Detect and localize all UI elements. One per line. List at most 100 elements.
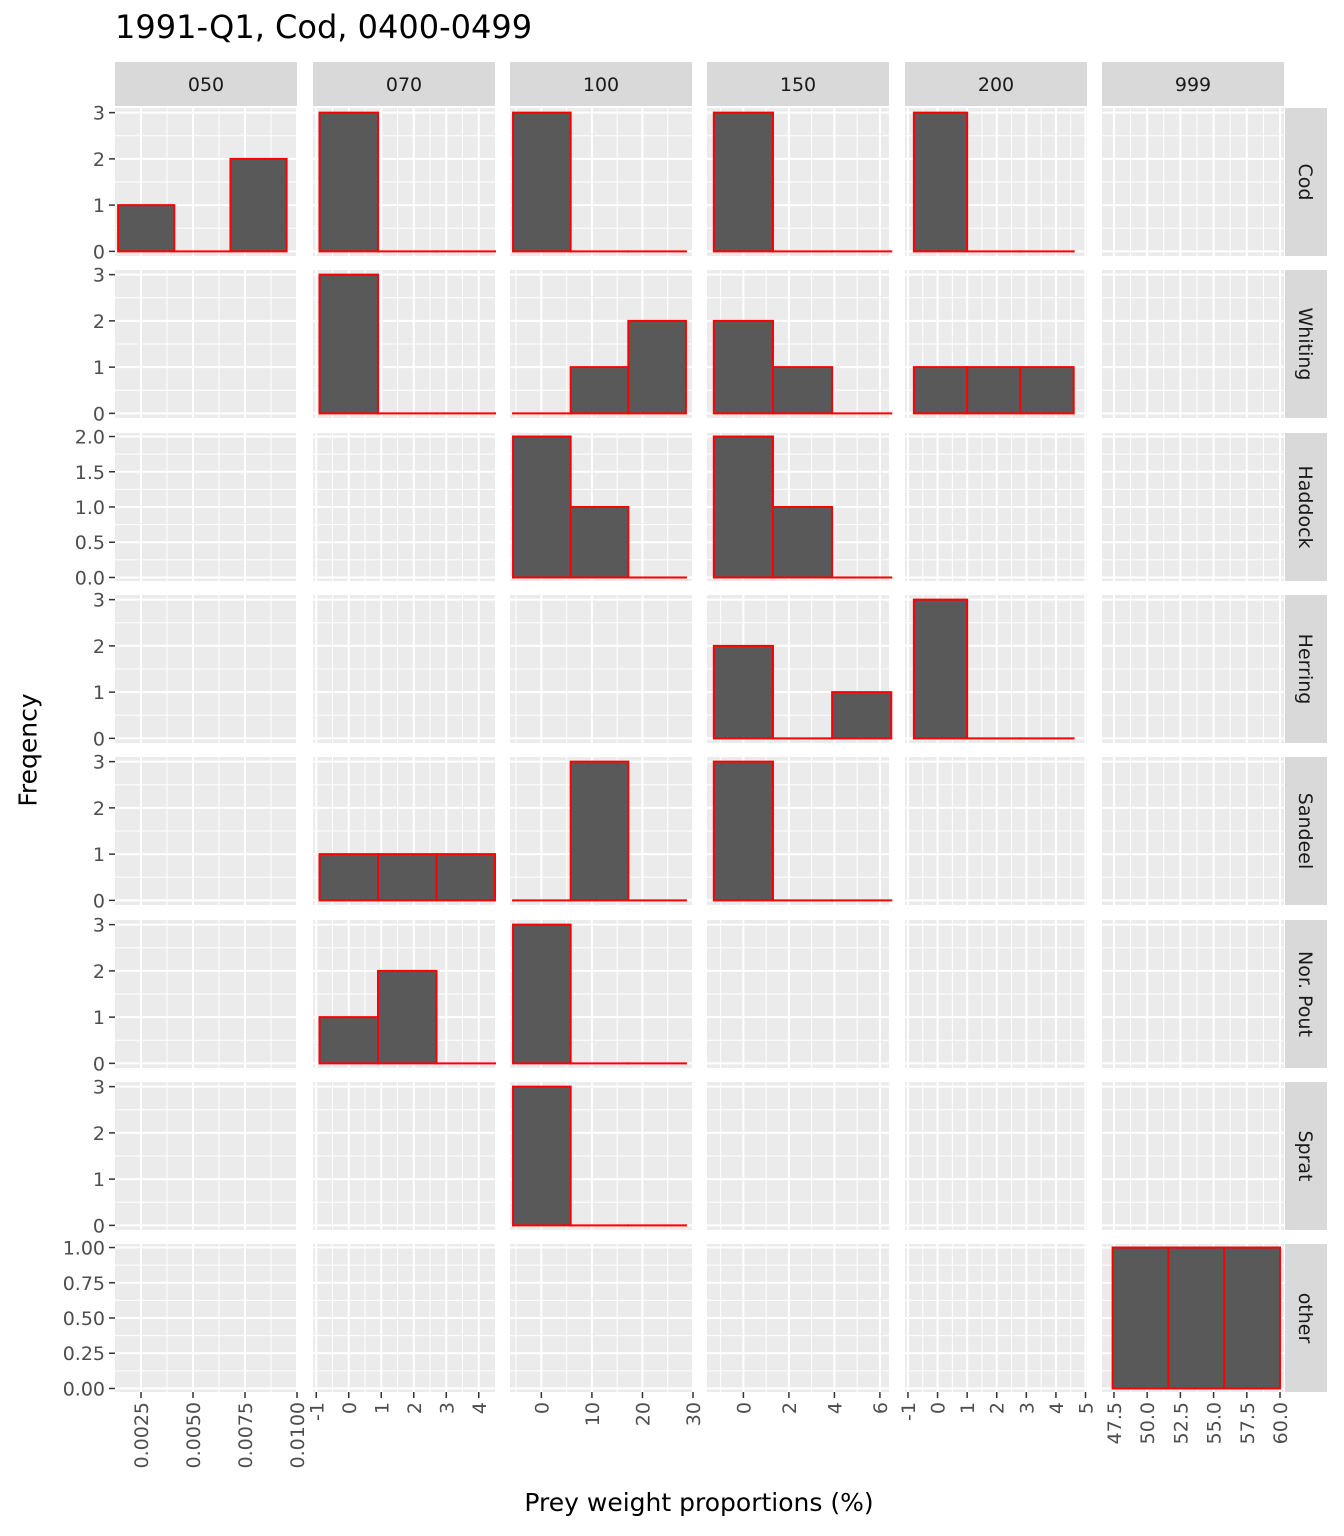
histogram-bar [435, 853, 496, 902]
row-strip [1285, 270, 1327, 418]
row-strip-label: Herring [1294, 634, 1316, 705]
histogram-bar [569, 760, 630, 902]
x-tick-label: 55.0 [1204, 1402, 1226, 1444]
row-strip-label: other [1294, 1293, 1316, 1344]
y-tick-label: 1 [93, 1169, 105, 1191]
y-tick-label: 0 [93, 241, 105, 263]
y-tick-label: 2 [93, 961, 105, 983]
x-tick-label: 4 [1046, 1402, 1068, 1414]
y-tick-label: 0.25 [63, 1343, 105, 1365]
x-tick-label: 10 [582, 1402, 604, 1426]
y-tick-label: 0.0 [75, 567, 105, 589]
y-tick-label: 2 [93, 311, 105, 333]
x-tick-label: 0.0100 [287, 1402, 309, 1468]
row-strip [1285, 920, 1327, 1068]
x-tick-label: 0 [928, 1402, 950, 1414]
y-tick-label: 3 [93, 1077, 105, 1099]
histogram-bar [117, 204, 176, 253]
histogram-bar [318, 111, 379, 253]
histogram-bar [318, 1016, 379, 1065]
x-tick-label: 6 [870, 1402, 892, 1414]
x-tick-label: 50.0 [1137, 1402, 1159, 1444]
x-tick-label: 4 [469, 1402, 491, 1414]
row-strip [1285, 1082, 1327, 1230]
x-tick-label: 1 [957, 1402, 979, 1414]
histogram-bar [912, 598, 969, 740]
histogram-bar [966, 366, 1022, 415]
histogram-bar [712, 319, 774, 415]
y-tick-label: 1.00 [63, 1238, 105, 1260]
x-tick-label: 57.5 [1237, 1402, 1259, 1444]
x-tick-label: 0.0025 [131, 1402, 153, 1468]
y-tick-label: 3 [93, 915, 105, 937]
x-tick-label: 0 [733, 1402, 755, 1414]
y-tick-label: 2 [93, 798, 105, 820]
row-strip-label: Sandeel [1294, 793, 1316, 869]
column-strip [115, 62, 297, 106]
histogram-bar [512, 923, 572, 1065]
x-tick-label: -1 [306, 1402, 328, 1421]
histogram-bar [712, 111, 774, 253]
x-tick-label: 0.0075 [235, 1402, 257, 1468]
x-tick-label: 1 [371, 1402, 393, 1414]
histogram-bar [377, 853, 438, 902]
x-tick-label: 47.5 [1104, 1402, 1126, 1444]
x-tick-label: 2 [404, 1402, 426, 1414]
x-tick-label: -1 [898, 1402, 920, 1421]
histogram-bar [771, 366, 834, 415]
x-tick-label: 2 [987, 1402, 1009, 1414]
histogram-bar [569, 366, 630, 415]
histogram-bar [627, 319, 687, 415]
x-axis-title: Prey weight proportions (%) [524, 1488, 874, 1517]
y-tick-label: 3 [93, 103, 105, 125]
y-tick-label: 3 [93, 265, 105, 287]
y-tick-label: 0.75 [63, 1273, 105, 1295]
histogram-bar [318, 853, 379, 902]
x-tick-label: 3 [436, 1402, 458, 1414]
y-tick-label: 1 [93, 682, 105, 704]
x-tick-label: 5 [1076, 1402, 1098, 1414]
y-tick-label: 2 [93, 1123, 105, 1145]
y-tick-label: 1.5 [75, 462, 105, 484]
x-tick-label: 4 [824, 1402, 846, 1414]
histogram-bar [229, 157, 288, 253]
y-tick-label: 1 [93, 195, 105, 217]
y-tick-label: 0.00 [63, 1378, 105, 1400]
column-strip-label: 050 [188, 74, 224, 96]
histogram-bar [712, 435, 774, 579]
histogram-bar [831, 691, 893, 740]
column-strip [905, 62, 1087, 106]
column-strip [313, 62, 495, 106]
y-tick-label: 1 [93, 1007, 105, 1029]
histogram-bar [712, 760, 774, 902]
x-tick-label: 0 [531, 1402, 553, 1414]
x-tick-label: 30 [683, 1402, 705, 1426]
histogram-bar [377, 969, 438, 1065]
row-strip-label: Haddock [1294, 465, 1316, 548]
x-tick-label: 3 [1016, 1402, 1038, 1414]
x-tick-label: 60.0 [1270, 1402, 1292, 1444]
histogram-bar [512, 435, 572, 579]
row-strip-label: Sprat [1294, 1130, 1316, 1181]
column-strip-label: 070 [386, 74, 422, 96]
y-tick-label: 3 [93, 752, 105, 774]
row-strip [1285, 757, 1327, 905]
histogram-bar [569, 506, 630, 579]
column-strip [510, 62, 692, 106]
plot-title: 1991-Q1, Cod, 0400-0499 [115, 8, 533, 46]
y-tick-label: 2 [93, 149, 105, 171]
x-tick-label: 0 [339, 1402, 361, 1414]
y-tick-label: 0.5 [75, 532, 105, 554]
column-strip [1102, 62, 1284, 106]
x-tick-label: 52.5 [1170, 1402, 1192, 1444]
x-tick-label: 2 [779, 1402, 801, 1414]
y-tick-label: 0 [93, 728, 105, 750]
x-tick-label: 0.0050 [183, 1402, 205, 1468]
y-tick-label: 0.50 [63, 1308, 105, 1330]
column-strip-label: 200 [978, 74, 1014, 96]
histogram-bar [512, 111, 572, 253]
y-tick-label: 1 [93, 844, 105, 866]
histogram-bar [1111, 1246, 1170, 1390]
y-tick-label: 0 [93, 403, 105, 425]
